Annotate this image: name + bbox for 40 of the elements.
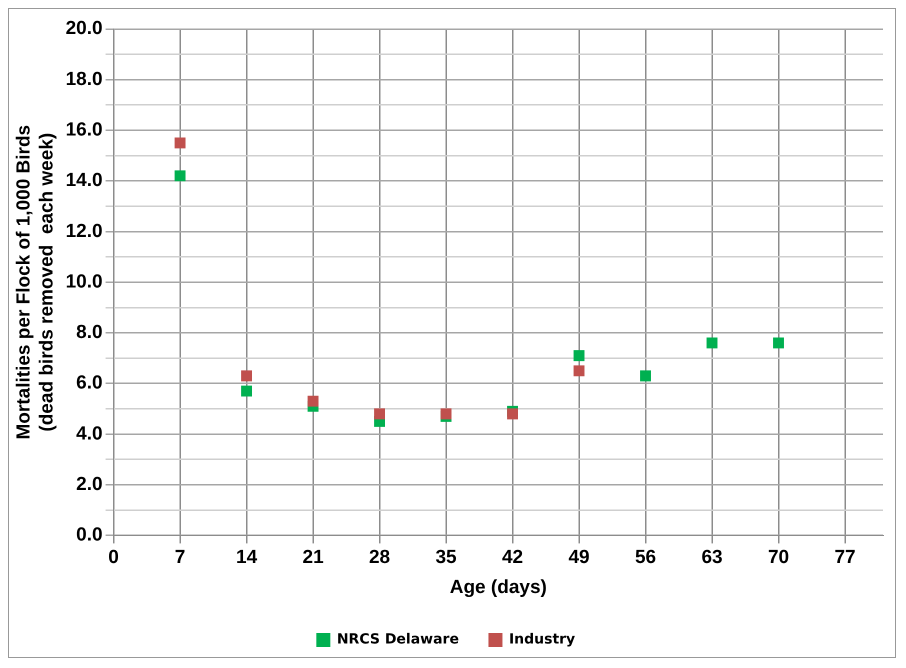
point	[507, 408, 518, 420]
point	[773, 338, 784, 348]
point	[374, 408, 385, 420]
x-tick-label: 21	[302, 547, 324, 568]
legend-label: NRCS Delaware	[336, 632, 459, 648]
x-tick-label: 14	[236, 547, 258, 568]
y-tick-label: 10.0	[66, 271, 103, 292]
x-tick-label: 77	[834, 547, 856, 568]
y-tick-label: 18.0	[66, 68, 103, 90]
y-tick-label: 20.0	[66, 18, 103, 40]
point	[241, 386, 252, 397]
y-tick-label: 14.0	[66, 170, 103, 192]
x-tick-label: 49	[568, 547, 590, 568]
point	[574, 350, 584, 362]
point	[241, 370, 252, 382]
y-tick-label: 0.0	[76, 524, 103, 546]
x-tick-label: 28	[368, 547, 390, 568]
legend-label: Industry	[508, 632, 576, 648]
x-tick-label: 70	[768, 547, 790, 568]
y-tick-label: 16.0	[66, 120, 103, 141]
point	[440, 408, 452, 420]
y-tick-label: 6.0	[76, 372, 103, 394]
y-tick-label: 4.0	[76, 423, 103, 444]
x-tick-label: 56	[634, 547, 656, 568]
point	[640, 370, 651, 382]
y-axis-title: Mortalities per Flock of 1,000 Birds (dead birds removed each week)	[14, 124, 58, 440]
y-tick-label: 12.0	[66, 220, 103, 242]
y-tick-label: 2.0	[76, 474, 103, 495]
x-tick-label: 42	[502, 547, 524, 568]
point	[574, 365, 584, 376]
point	[174, 137, 186, 148]
x-tick-label: 35	[435, 547, 458, 568]
point	[308, 396, 319, 407]
point	[174, 170, 186, 182]
x-tick-label: 0	[108, 547, 119, 568]
x-tick-label: 63	[701, 547, 723, 568]
y-tick-label: 8.0	[76, 322, 103, 344]
x-tick-label: 7	[174, 547, 186, 568]
point	[706, 338, 718, 348]
x-axis-title: Age (days)	[450, 576, 547, 598]
